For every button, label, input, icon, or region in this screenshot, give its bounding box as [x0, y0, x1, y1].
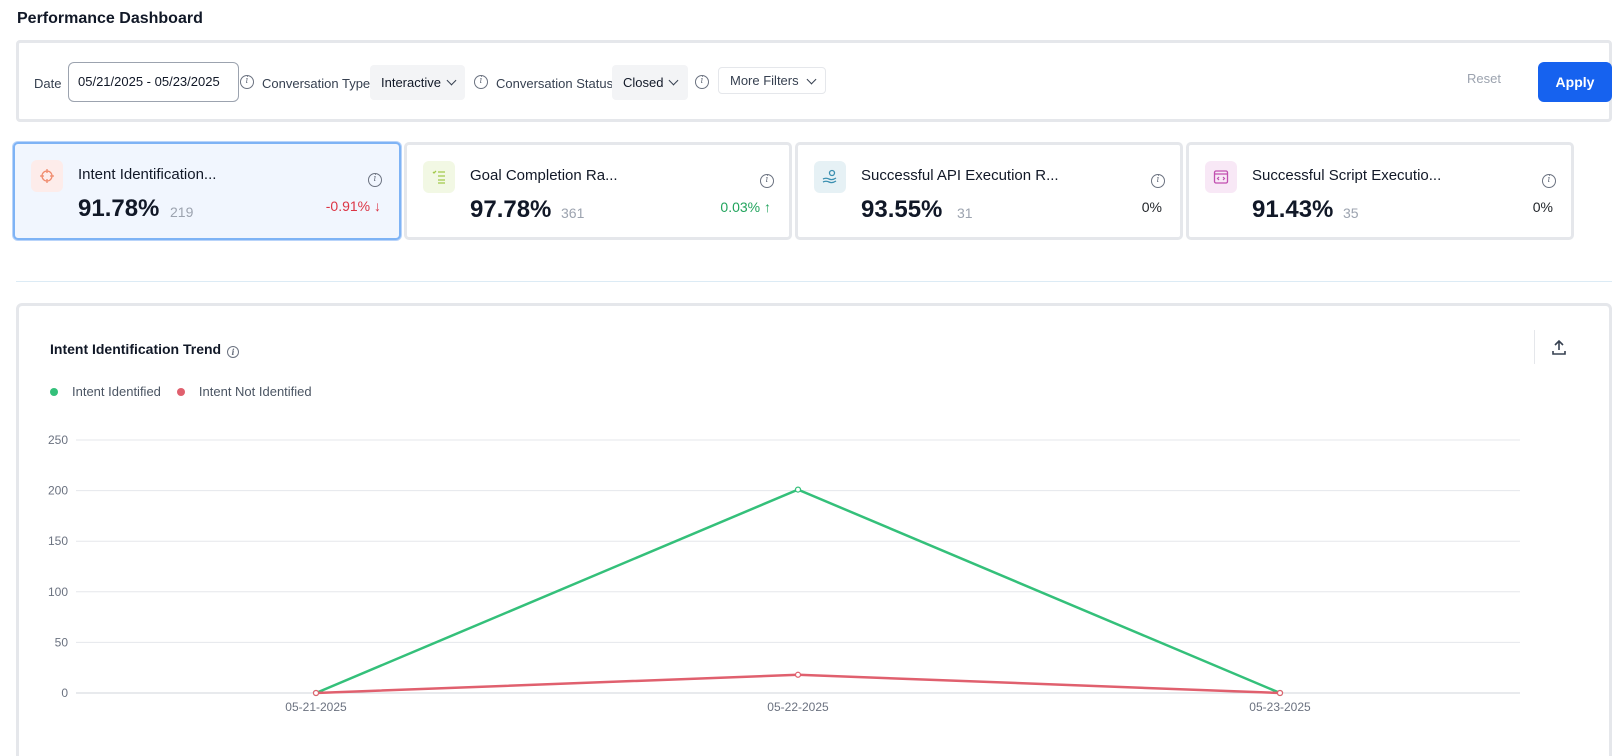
kpi-name: Intent Identification... [78, 166, 217, 183]
info-icon[interactable]: i [368, 168, 382, 187]
kpi-name: Goal Completion Ra... [470, 167, 618, 184]
kpi-count: 219 [170, 204, 194, 220]
kpi-card-intent-identification[interactable]: Intent Identification... i 91.78% 219 -0… [13, 142, 401, 240]
chart-legend: Intent Identified Intent Not Identified [50, 384, 328, 399]
export-icon[interactable] [1547, 336, 1571, 360]
kpi-count: 361 [561, 205, 585, 221]
legend-label: Intent Not Identified [198, 384, 312, 399]
page-title: Performance Dashboard [17, 10, 203, 27]
conversation-status-select[interactable]: Closed [612, 65, 688, 100]
kpi-card-script-execution[interactable]: Successful Script Executio... i 91.43% 3… [1186, 142, 1574, 240]
conversation-type-select[interactable]: Interactive [370, 65, 465, 100]
y-tick-label: 200 [48, 484, 68, 498]
kpi-change: -0.91% ↓ [325, 198, 381, 214]
kpi-value: 93.55% [861, 196, 943, 223]
legend-item-intent-not-identified[interactable]: Intent Not Identified [176, 384, 312, 399]
info-glyph: i [760, 174, 774, 188]
data-point[interactable] [794, 486, 802, 493]
info-icon[interactable]: i [1542, 169, 1556, 188]
kpi-change: 0% [1141, 199, 1162, 215]
api-hand-icon [814, 161, 846, 193]
info-glyph: i [368, 173, 382, 187]
kpi-card-goal-completion[interactable]: Goal Completion Ra... i 97.78% 361 0.03%… [404, 142, 792, 240]
more-filters-label: More Filters [730, 73, 799, 88]
x-tick-label: 05-23-2025 [1249, 700, 1311, 714]
more-filters-button[interactable]: More Filters [718, 67, 826, 94]
kpi-name: Successful API Execution R... [861, 167, 1059, 184]
x-tick-label: 05-21-2025 [285, 700, 347, 714]
kpi-count: 31 [957, 205, 973, 221]
data-point[interactable] [794, 671, 802, 678]
kpi-change: 0% [1532, 199, 1553, 215]
reset-button[interactable]: Reset [1467, 71, 1501, 86]
legend-label: Intent Identified [72, 384, 161, 399]
info-icon[interactable]: i [240, 75, 254, 89]
legend-marker [176, 387, 185, 396]
chevron-down-icon [806, 74, 817, 85]
info-glyph: i [1542, 174, 1556, 188]
series-line [315, 488, 1281, 695]
kpi-count: 35 [1343, 205, 1359, 221]
info-icon[interactable]: i [760, 169, 774, 188]
conversation-status-label: Conversation Status [496, 76, 614, 91]
apply-button[interactable]: Apply [1538, 62, 1612, 102]
section-divider [16, 281, 1612, 282]
trend-line-chart: 0 50 100 150 200 250 05-21-2025 05-22-2025 05-23… [48, 433, 1520, 714]
divider [1534, 330, 1535, 364]
conversation-type-value: Interactive [381, 75, 441, 90]
legend-marker [50, 387, 58, 396]
chevron-down-icon [446, 75, 457, 86]
kpi-value: 91.78% [78, 195, 160, 222]
data-point[interactable] [1276, 689, 1284, 697]
data-point[interactable] [312, 689, 320, 697]
info-glyph: i [1151, 174, 1165, 188]
date-range-input[interactable]: 05/21/2025 - 05/23/2025 [68, 62, 239, 102]
checklist-icon [423, 161, 455, 193]
chart-title-text: Intent Identification Trend [50, 341, 222, 357]
kpi-value: 97.78% [470, 196, 552, 223]
filter-bar: Date 05/21/2025 - 05/23/2025 i Conversat… [16, 40, 1612, 122]
info-icon[interactable]: i [695, 75, 709, 89]
trend-chart-card: Intent Identification Trend i Intent Ide… [16, 303, 1612, 756]
y-tick-label: 0 [61, 686, 68, 700]
kpi-value: 91.43% [1252, 196, 1334, 223]
kpi-change: 0.03% ↑ [720, 199, 771, 215]
kpi-card-api-execution[interactable]: Successful API Execution R... i 93.55% 3… [795, 142, 1183, 240]
info-icon[interactable]: i [1151, 169, 1165, 188]
chevron-down-icon [668, 75, 679, 86]
script-window-icon [1205, 161, 1237, 193]
info-icon[interactable]: i [227, 346, 240, 358]
y-tick-label: 100 [48, 585, 68, 599]
conversation-type-label: Conversation Type [262, 76, 371, 91]
y-tick-label: 250 [48, 433, 68, 447]
date-label: Date [34, 76, 62, 91]
chart-title: Intent Identification Trend i [50, 341, 240, 358]
kpi-name: Successful Script Executio... [1252, 167, 1442, 184]
conversation-status-value: Closed [623, 75, 664, 90]
info-icon[interactable]: i [474, 75, 488, 89]
legend-item-intent-identified[interactable]: Intent Identified [50, 384, 161, 399]
y-tick-label: 50 [55, 635, 69, 649]
crosshair-icon [31, 160, 63, 192]
y-tick-label: 150 [48, 534, 68, 548]
x-tick-label: 05-22-2025 [767, 700, 829, 714]
